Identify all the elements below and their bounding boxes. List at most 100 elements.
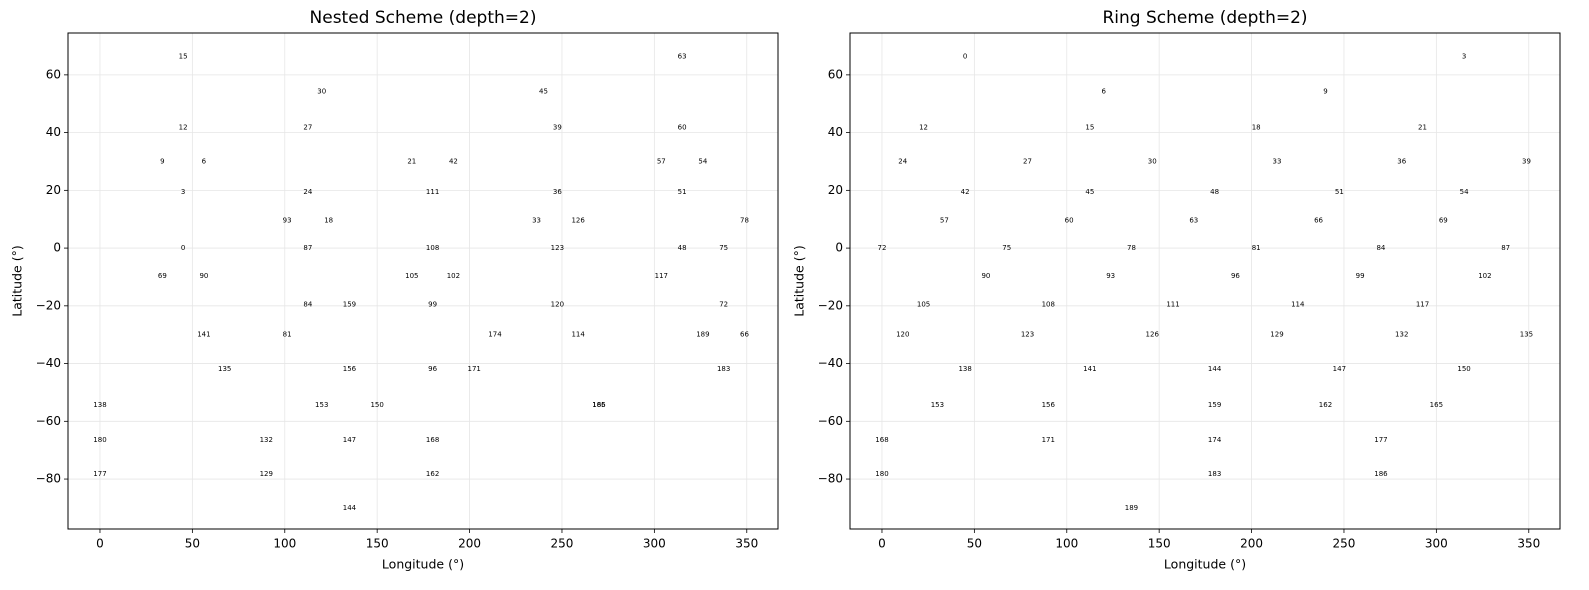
- point-label: 18: [1252, 123, 1261, 131]
- point-label: 138: [93, 401, 106, 409]
- point-label: 150: [1457, 365, 1470, 373]
- point-label: 90: [199, 272, 208, 280]
- x-tick-label: 350: [735, 537, 758, 551]
- x-tick-label: 150: [1148, 537, 1171, 551]
- point-label: 78: [740, 216, 749, 224]
- point-label: 30: [317, 87, 326, 95]
- point-label: 93: [283, 216, 292, 224]
- y-tick-label: 60: [46, 67, 61, 81]
- point-label: 33: [1273, 157, 1282, 165]
- point-label: 126: [1146, 331, 1160, 339]
- point-label: 117: [1416, 300, 1429, 308]
- point-label: 48: [1210, 188, 1219, 196]
- point-label: 27: [1023, 157, 1032, 165]
- point-label: 108: [1042, 300, 1055, 308]
- point-label: 36: [553, 188, 562, 196]
- point-label: 84: [303, 300, 312, 308]
- point-label: 99: [428, 300, 437, 308]
- point-label: 174: [1208, 436, 1222, 444]
- point-label: 39: [553, 123, 562, 131]
- y-tick-label: 40: [46, 125, 61, 139]
- point-label: 21: [1418, 123, 1427, 131]
- y-tick-label: −60: [36, 414, 61, 428]
- point-label: 51: [1335, 188, 1344, 196]
- point-label: 150: [370, 401, 383, 409]
- point-label: 96: [1231, 272, 1240, 280]
- point-label: 168: [875, 436, 888, 444]
- point-label: 162: [426, 470, 439, 478]
- y-tick-label: −80: [818, 472, 843, 486]
- point-label: 39: [1522, 157, 1531, 165]
- point-label: 126: [571, 216, 585, 224]
- point-label: 135: [1520, 331, 1533, 339]
- point-label: 135: [218, 365, 231, 373]
- point-label: 138: [958, 365, 971, 373]
- x-tick-label: 300: [643, 537, 666, 551]
- point-label: 186: [1374, 470, 1388, 478]
- y-tick-label: −20: [818, 298, 843, 312]
- point-label: 159: [343, 300, 356, 308]
- point-label: 102: [447, 272, 460, 280]
- plot-frame: [67, 32, 779, 530]
- y-tick-label: −40: [36, 356, 61, 370]
- point-label: 180: [875, 470, 888, 478]
- point-label: 15: [1085, 123, 1094, 131]
- point-label: 30: [1148, 157, 1157, 165]
- point-label: 111: [1166, 300, 1179, 308]
- y-tick-label: −80: [36, 472, 61, 486]
- point-label: 165: [592, 401, 605, 409]
- point-label: 0: [963, 52, 967, 60]
- point-label: 75: [719, 244, 728, 252]
- point-label: 102: [1478, 272, 1491, 280]
- x-tick-label: 150: [366, 537, 389, 551]
- point-label: 132: [260, 436, 273, 444]
- point-label: 60: [1065, 216, 1074, 224]
- point-label: 33: [532, 216, 541, 224]
- x-tick-label: 250: [1333, 537, 1356, 551]
- point-label: 105: [405, 272, 418, 280]
- point-label: 54: [1460, 188, 1469, 196]
- point-label: 72: [719, 300, 728, 308]
- point-label: 72: [878, 244, 887, 252]
- point-label: 90: [981, 272, 990, 280]
- y-axis-label: Latitude (°): [10, 245, 25, 316]
- y-tick-label: −20: [36, 298, 61, 312]
- y-tick-label: −60: [818, 414, 843, 428]
- x-axis-label: Longitude (°): [382, 557, 464, 572]
- point-label: 87: [1501, 244, 1510, 252]
- point-label: 21: [407, 157, 416, 165]
- point-label: 42: [961, 188, 970, 196]
- point-label: 78: [1127, 244, 1136, 252]
- point-label: 147: [343, 436, 356, 444]
- point-label: 165: [1430, 401, 1443, 409]
- point-label: 120: [896, 331, 909, 339]
- point-label: 3: [181, 188, 185, 196]
- chart-title: Nested Scheme (depth=2): [310, 8, 537, 28]
- point-label: 144: [343, 504, 357, 512]
- point-label: 111: [426, 188, 439, 196]
- point-label: 108: [426, 244, 439, 252]
- point-label: 114: [571, 331, 585, 339]
- point-label: 123: [551, 244, 564, 252]
- point-label: 156: [1042, 401, 1056, 409]
- point-label: 45: [539, 87, 548, 95]
- point-label: 0: [181, 244, 185, 252]
- x-tick-label: 200: [1240, 537, 1263, 551]
- point-label: 12: [179, 123, 188, 131]
- point-label: 18: [324, 216, 333, 224]
- point-label: 141: [197, 331, 210, 339]
- point-label: 81: [1252, 244, 1261, 252]
- point-label: 6: [202, 157, 207, 165]
- point-label: 129: [1270, 331, 1283, 339]
- y-axis-label: Latitude (°): [792, 245, 807, 316]
- y-tick-label: 0: [835, 241, 843, 255]
- y-tick-label: 60: [828, 67, 843, 81]
- x-tick-label: 0: [96, 537, 104, 551]
- y-tick-label: 20: [828, 183, 843, 197]
- point-label: 66: [740, 331, 749, 339]
- x-tick-label: 0: [878, 537, 886, 551]
- point-label: 87: [303, 244, 312, 252]
- point-label: 12: [919, 123, 928, 131]
- point-label: 84: [1376, 244, 1385, 252]
- point-label: 9: [1323, 87, 1327, 95]
